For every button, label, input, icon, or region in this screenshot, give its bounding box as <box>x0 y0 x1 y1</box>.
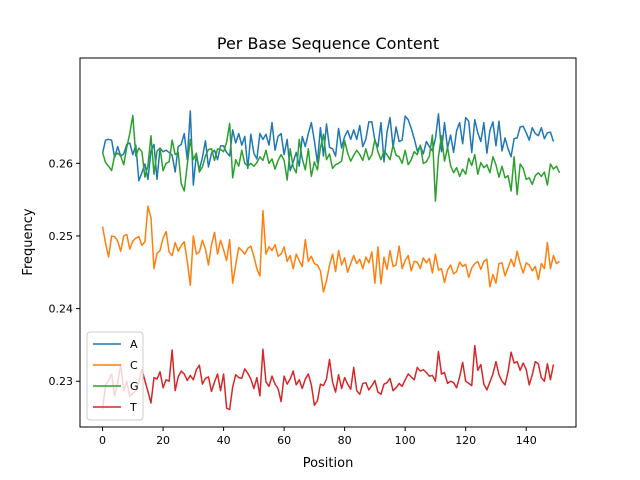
series-lines <box>101 110 561 411</box>
plot-frame <box>79 57 577 428</box>
x-tick-label: 140 <box>516 434 537 447</box>
x-tick-label: 40 <box>217 434 231 447</box>
x-tick-label: 80 <box>338 434 352 447</box>
y-tick-label: 0.23 <box>49 375 74 388</box>
y-tick-label: 0.24 <box>49 303 74 316</box>
x-tick-label: 100 <box>395 434 416 447</box>
y-axis: 0.23 0.24 0.25 0.26 <box>49 157 80 388</box>
y-tick-label: 0.25 <box>49 230 74 243</box>
x-tick-label: 120 <box>455 434 476 447</box>
x-tick-label: 0 <box>99 434 106 447</box>
legend-label-g: G <box>130 380 139 393</box>
legend-label-t: T <box>129 401 137 414</box>
series-line-t <box>101 344 555 411</box>
series-line-g <box>101 114 561 202</box>
legend-label-a: A <box>130 338 138 351</box>
x-axis-label: Position <box>303 456 354 471</box>
x-axis: 0 20 40 60 80 100 120 140 <box>99 427 537 447</box>
y-axis-label: Frequency <box>21 208 36 275</box>
chart-title: Per Base Sequence Content <box>217 34 439 53</box>
y-tick-label: 0.26 <box>49 157 74 170</box>
legend-box <box>86 331 144 421</box>
series-line-c <box>101 205 560 293</box>
x-tick-label: 60 <box>277 434 291 447</box>
series-line-a <box>101 110 555 186</box>
legend-label-c: C <box>130 359 138 372</box>
x-tick-label: 20 <box>156 434 170 447</box>
